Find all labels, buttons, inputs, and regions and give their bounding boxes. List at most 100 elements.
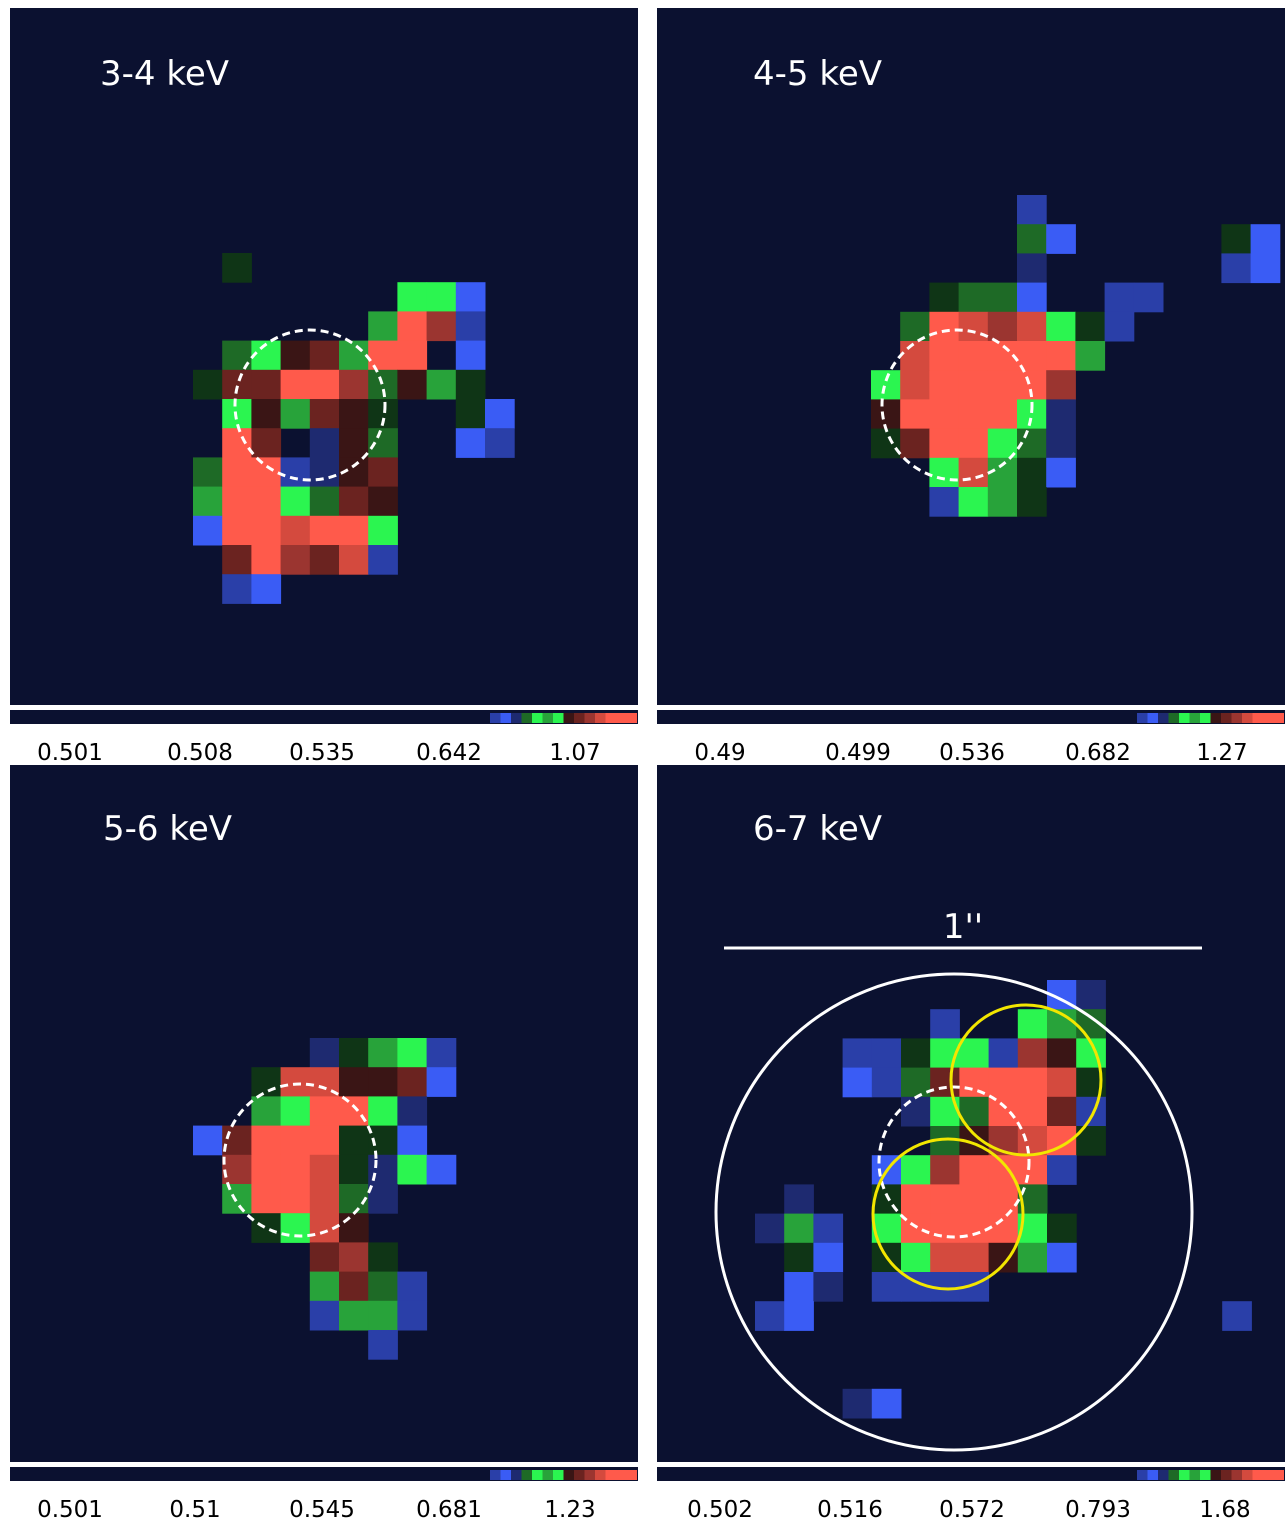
pixel (784, 1272, 814, 1302)
pixel (456, 282, 486, 312)
colorbar-segment (1232, 1470, 1243, 1480)
pixel (456, 370, 486, 400)
pixel (339, 516, 369, 546)
pixel (193, 457, 223, 487)
pixel (959, 399, 989, 429)
pixel (1075, 341, 1105, 371)
colorbar-segment (1158, 1470, 1169, 1480)
colorbar-segment (532, 1470, 543, 1480)
pixel (281, 487, 311, 517)
pixel (901, 1068, 931, 1098)
colorbar-segment (1263, 1470, 1274, 1480)
colorbar-tick-label: 0.572 (939, 1497, 1005, 1520)
colorbar-segment (511, 1470, 522, 1480)
pixel (397, 1126, 427, 1156)
pixel (843, 1389, 873, 1419)
colorbar-segment (1221, 713, 1232, 723)
pixel (1047, 1243, 1077, 1273)
pixel (251, 545, 281, 575)
pixel (310, 487, 340, 517)
pixel (251, 1067, 281, 1097)
pixel (281, 370, 311, 400)
pixel (222, 428, 252, 458)
pixel (222, 1155, 252, 1185)
colorbar-tick-label: 0.682 (1065, 740, 1131, 766)
pixel (193, 370, 223, 400)
pixel (339, 428, 369, 458)
pixel (1221, 224, 1251, 254)
scale-bar-label: 1'' (943, 907, 983, 947)
pixel (1018, 1038, 1048, 1068)
colorbar-segment (1253, 1470, 1264, 1480)
colorbar-segment (490, 713, 501, 723)
pixel (755, 1214, 785, 1244)
colorbar-segment (1169, 713, 1180, 723)
colorbar-tick-label: 0.499 (825, 740, 891, 766)
pixel (281, 1096, 311, 1126)
pixel (900, 312, 930, 342)
pixel (843, 1038, 873, 1068)
pixel (989, 1068, 1019, 1098)
pixel (959, 1184, 989, 1214)
pixel (339, 1038, 369, 1068)
colorbar-segment (595, 1470, 606, 1480)
pixel (251, 1126, 281, 1156)
pixel (281, 1184, 311, 1214)
figure: 3-4 keV0.5010.5080.5350.6421.074-5 keV0.… (0, 0, 1287, 1520)
colorbar-segment (501, 713, 512, 723)
colorbar-segment (564, 713, 575, 723)
pixel (368, 1301, 398, 1331)
pixel (397, 311, 427, 341)
colorbar-segment (616, 713, 627, 723)
pixel (1047, 1068, 1077, 1098)
pixel (251, 1184, 281, 1214)
pixel (1017, 487, 1047, 517)
pixel (1105, 283, 1135, 313)
colorbar-segment (606, 713, 617, 723)
pixel (485, 399, 515, 429)
pixel (901, 1038, 931, 1068)
pixel (929, 341, 959, 371)
pixel (959, 1243, 989, 1273)
colorbar-tick-label: 0.535 (289, 740, 355, 766)
pixel (368, 1096, 398, 1126)
colorbar-segment (522, 1470, 533, 1480)
pixel (339, 1272, 369, 1302)
pixel (1047, 1155, 1077, 1185)
pixel (1017, 253, 1047, 283)
pixel (251, 1213, 281, 1243)
pixel (929, 283, 959, 313)
pixel (1017, 312, 1047, 342)
pixel (872, 1272, 902, 1302)
pixel (813, 1272, 843, 1302)
pixel (456, 428, 486, 458)
colorbar-segment (574, 1470, 585, 1480)
pixel (427, 311, 457, 341)
pixel (989, 1038, 1019, 1068)
colorbar-tick-label: 1.07 (549, 740, 600, 766)
pixel (1046, 312, 1076, 342)
colorbar-segment (595, 713, 606, 723)
pixel (222, 1126, 252, 1156)
pixel (959, 283, 989, 313)
pixel (989, 1184, 1019, 1214)
pixel (339, 370, 369, 400)
pixel (339, 1126, 369, 1156)
pixel (1017, 224, 1047, 254)
pixel (310, 1038, 340, 1068)
colorbar-segment (616, 1470, 627, 1480)
pixel (251, 516, 281, 546)
pixel (397, 341, 427, 371)
pixel (456, 341, 486, 371)
pixel (1222, 1301, 1252, 1331)
pixel (1047, 1214, 1077, 1244)
pixel (251, 428, 281, 458)
colorbar-segment (532, 713, 543, 723)
colorbar-segment (553, 713, 564, 723)
pixel (427, 370, 457, 400)
pixel (281, 1126, 311, 1156)
pixel (368, 1038, 398, 1068)
pixel (251, 457, 281, 487)
pixel (989, 1214, 1019, 1244)
